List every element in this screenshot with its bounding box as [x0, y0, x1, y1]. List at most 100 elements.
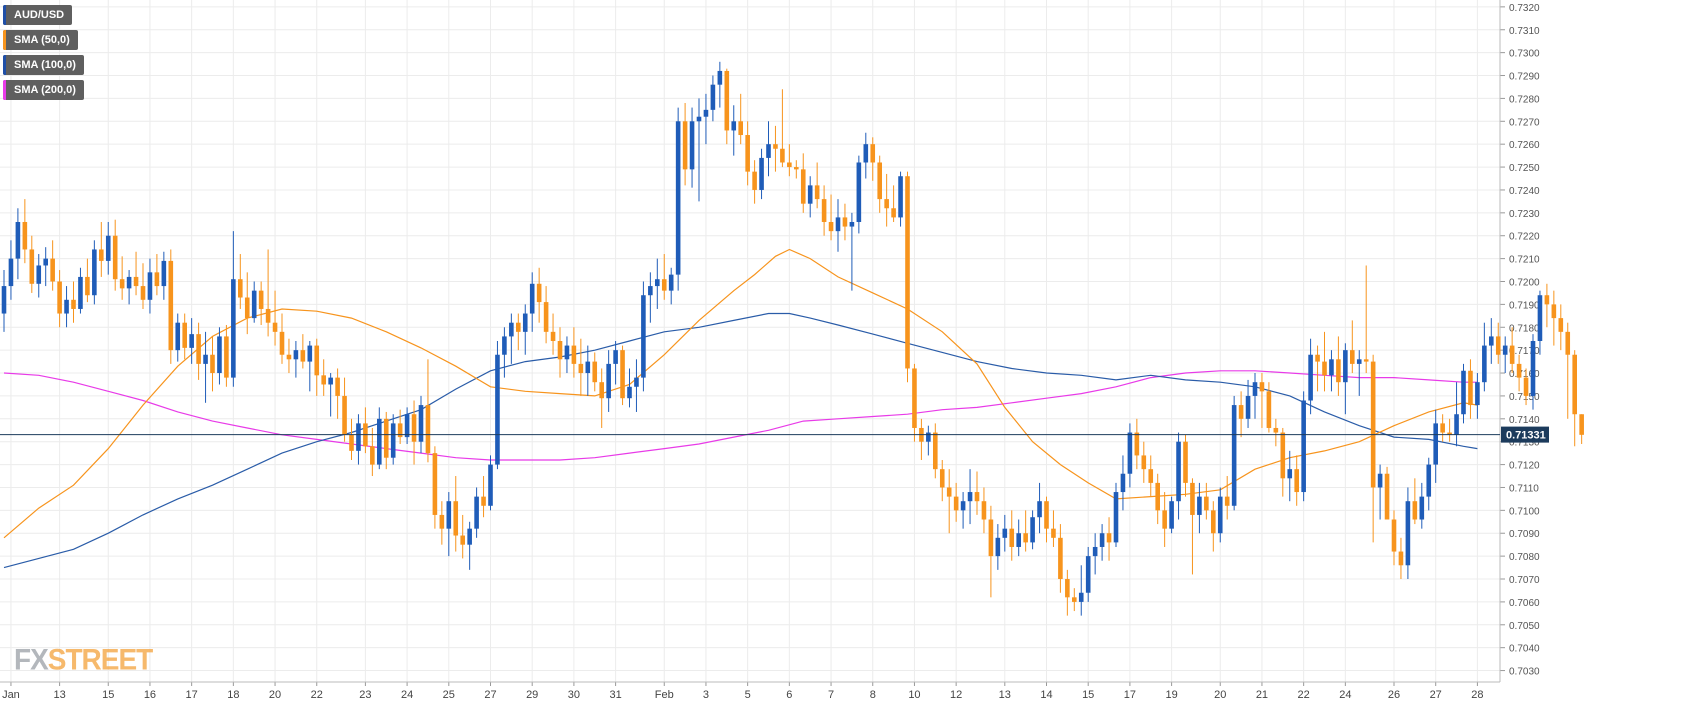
candle-body: [1224, 496, 1230, 506]
candle-body: [279, 331, 285, 355]
candle-body: [439, 514, 445, 529]
candle-body: [724, 70, 730, 131]
candle-body: [988, 519, 994, 557]
x-tick-label: 17: [186, 689, 198, 701]
candle-body: [1037, 501, 1042, 518]
candle-body: [119, 279, 125, 289]
candle-body: [856, 162, 862, 222]
candle-body: [967, 492, 973, 502]
candle-body: [356, 423, 361, 451]
candle-body: [592, 361, 598, 383]
candle-body: [1370, 361, 1376, 488]
candle-body: [29, 249, 35, 284]
x-tick-label: 10: [908, 689, 920, 701]
candle-body: [1447, 432, 1452, 435]
candle-body: [1113, 492, 1119, 543]
x-tick-label: 15: [1082, 689, 1094, 701]
y-tick-label: 0.7080: [1509, 552, 1540, 563]
candle-body: [1384, 473, 1390, 520]
candle-body: [606, 363, 611, 399]
candle-body: [1363, 359, 1369, 362]
candle-body: [425, 405, 431, 454]
candle-body: [71, 299, 76, 309]
candle-body: [557, 341, 563, 360]
candle-body: [613, 350, 618, 364]
candle-body: [766, 144, 771, 158]
candle-body: [1106, 533, 1112, 543]
candle-body: [905, 176, 910, 369]
candle-body: [1391, 519, 1397, 552]
candle-body: [411, 414, 417, 442]
candle-body: [1482, 345, 1487, 383]
x-tick-label: 24: [401, 689, 413, 701]
candle-body: [1002, 528, 1008, 538]
candle-body: [807, 185, 813, 204]
candle-body: [1190, 482, 1195, 515]
candle-body: [293, 350, 299, 360]
legend-item-sma50[interactable]: SMA (50,0): [3, 30, 78, 50]
y-tick-label: 0.7170: [1509, 346, 1540, 357]
candle-body: [286, 354, 292, 360]
candle-body: [828, 221, 834, 232]
candle-body: [203, 354, 208, 364]
x-tick-label: 27: [484, 689, 496, 701]
candle-body: [1419, 496, 1425, 520]
candle-body: [1030, 517, 1035, 543]
y-tick-label: 0.7030: [1509, 667, 1540, 678]
candle-body: [1204, 496, 1209, 511]
legend-swatch: [3, 30, 6, 50]
candle-body: [717, 70, 723, 85]
candle-body: [634, 377, 639, 387]
candle-body: [397, 423, 403, 438]
x-tick-label: 25: [443, 689, 455, 701]
candle-body: [773, 144, 778, 149]
candle-body: [210, 354, 215, 374]
y-tick-label: 0.7200: [1509, 277, 1540, 288]
legend-item-sma200[interactable]: SMA (200,0): [3, 80, 84, 100]
candle-body: [1217, 496, 1223, 534]
candle-body: [432, 453, 438, 515]
candle-body: [1405, 501, 1411, 566]
candle-body: [787, 162, 792, 168]
y-tick-label: 0.7220: [1509, 232, 1540, 243]
candle-body: [1329, 359, 1334, 376]
candle-body: [105, 235, 111, 261]
legend-swatch: [3, 55, 6, 75]
candle-body: [22, 221, 28, 250]
legend-label: SMA (200,0): [14, 84, 76, 96]
candle-body: [272, 322, 278, 332]
candle-body: [1461, 370, 1466, 415]
candle-body: [682, 121, 688, 170]
candle-body: [244, 297, 250, 319]
legend-item-audusd[interactable]: AUD/USD: [3, 5, 73, 25]
candle-body: [314, 345, 320, 376]
candle-body: [112, 235, 118, 280]
candle-body: [1085, 556, 1091, 593]
x-tick-label: 19: [1165, 689, 1177, 701]
candle-body: [1266, 391, 1272, 428]
candle-body: [1051, 528, 1056, 538]
candle-body: [1475, 382, 1480, 406]
candle-body: [731, 121, 737, 131]
candle-body: [182, 322, 187, 348]
candle-body: [738, 121, 743, 136]
candle-body: [224, 336, 229, 378]
candle-body: [147, 272, 153, 300]
x-tick-label: 23: [359, 689, 371, 701]
candle-body: [661, 279, 667, 291]
candle-body: [800, 169, 806, 204]
candle-body: [460, 535, 465, 545]
candle-body: [265, 308, 271, 323]
legend-item-sma100[interactable]: SMA (100,0): [3, 55, 84, 75]
y-tick-label: 0.7310: [1509, 26, 1540, 37]
candle-body: [1141, 455, 1147, 470]
candle-body: [1162, 510, 1167, 529]
candle-body: [689, 121, 695, 170]
candle-body: [710, 84, 716, 110]
x-tick-label: 26: [1388, 689, 1400, 701]
x-tick-label: 7: [828, 689, 834, 701]
candle-body: [50, 258, 55, 282]
y-tick-label: 0.7230: [1509, 209, 1540, 220]
